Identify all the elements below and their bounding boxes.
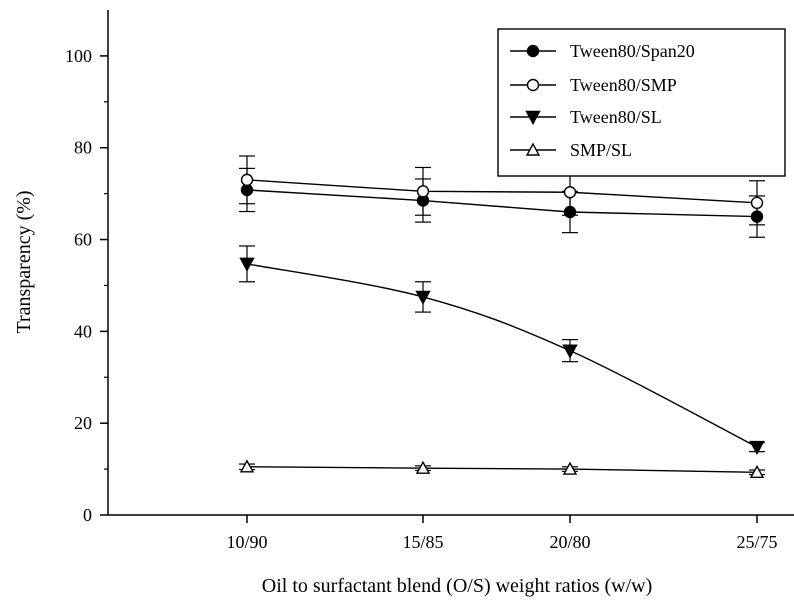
legend-item: Tween80/Span20 [510, 41, 695, 61]
series-line [246, 179, 758, 204]
y-tick-label: 80 [74, 138, 92, 158]
legend-label: Tween80/SMP [570, 75, 677, 95]
legend-item: Tween80/SL [510, 107, 662, 127]
x-tick-label: 25/75 [736, 532, 777, 552]
legend-marker [526, 44, 540, 58]
legend-label: Tween80/Span20 [570, 41, 695, 61]
data-point [415, 460, 431, 474]
series-line [246, 263, 758, 448]
y-tick-label: 100 [65, 46, 92, 66]
data-point [749, 440, 765, 456]
series-line [246, 189, 758, 218]
legend-label: Tween80/SL [570, 107, 662, 127]
y-tick-label: 0 [83, 505, 92, 525]
legend-label: SMP/SL [570, 140, 632, 160]
series-0 [239, 167, 765, 238]
legend-box [497, 28, 786, 177]
series-line [246, 466, 758, 474]
series-1 [239, 155, 765, 226]
x-axis-title: Oil to surfactant blend (O/S) weight rat… [262, 575, 652, 597]
x-tick-label: 20/80 [549, 532, 590, 552]
data-point [416, 185, 430, 198]
legend-marker [525, 142, 541, 156]
y-axis-title: Transparency (%) [13, 190, 35, 333]
data-point [415, 290, 431, 305]
data-point [750, 196, 764, 210]
data-point [749, 464, 765, 479]
legend-marker [526, 78, 540, 92]
data-point [562, 461, 578, 475]
y-tick-label: 60 [74, 230, 92, 250]
legend-item: SMP/SL [510, 140, 632, 160]
y-tick-label: 40 [74, 321, 92, 341]
legend-marker [525, 110, 541, 125]
data-point [240, 173, 254, 187]
data-point [239, 257, 255, 272]
y-tick-label: 20 [74, 413, 92, 433]
series-2 [239, 245, 765, 456]
data-point [563, 186, 577, 199]
series-layer [239, 155, 765, 479]
x-tick-label: 10/90 [226, 532, 267, 552]
legend-item: Tween80/SMP [510, 75, 677, 95]
legend: Tween80/Span20 Tween80/SMP Tween80/SL SMP/S… [497, 28, 786, 177]
x-tick-label: 15/85 [402, 532, 443, 552]
axes: 0 20 40 60 80 100 10/90 15/85 20/80 25/75 [65, 10, 794, 552]
series-3 [239, 459, 765, 479]
data-point [239, 459, 255, 473]
data-point [562, 344, 578, 359]
